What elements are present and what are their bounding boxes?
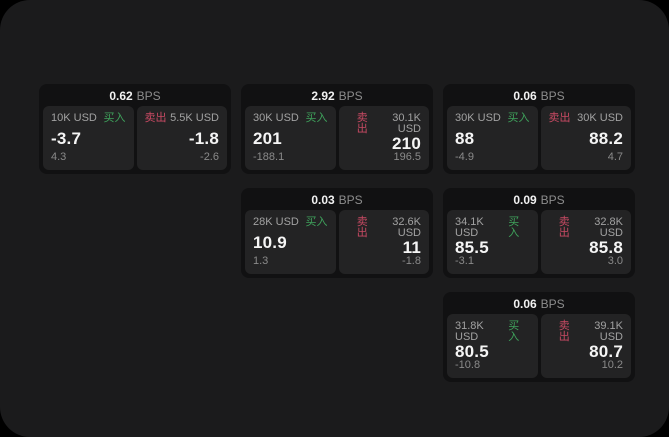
buy-price: 85.5 [455,238,489,257]
buy-price: 88 [455,128,475,148]
bps-value: 0.62 [109,88,133,103]
buy-price: -3.7 [51,128,82,148]
sell-side-label: 卖出 [356,216,368,239]
bps-unit: BPS [338,192,363,207]
buy-price: 201 [253,128,282,148]
bps-header: 0.09 BPS [443,188,635,210]
sell-change: -2.6 [200,151,219,163]
sell-change: -1.8 [402,255,421,267]
bps-unit: BPS [136,88,161,103]
buy-change: -10.8 [455,359,481,371]
buy-panel[interactable]: 30K USD 买入 201 -188.1 [245,106,336,170]
bps-unit: BPS [338,88,363,103]
sell-panel[interactable]: 卖出 32.8K USD 85.8 3.0 [540,210,631,274]
sell-notional: 5.5K USD [170,112,219,124]
bps-unit: BPS [540,88,565,103]
quote-card: 0.06 BPS 31.8K USD 买入 80.5 -10.8 卖出 39.1… [443,292,635,382]
quote-card: 0.06 BPS 30K USD 买入 88 -4.9 卖出 30K USD 8… [443,84,635,174]
sell-side-label: 卖出 [558,216,570,239]
sell-notional: 30.1K USD [392,112,421,135]
buy-panel[interactable]: 30K USD 买入 88 -4.9 [447,106,538,170]
sell-change: 3.0 [607,255,623,267]
sell-panel[interactable]: 卖出 32.6K USD 11 -1.8 [338,210,429,274]
buy-change: 1.3 [253,255,269,267]
buy-price: 80.5 [455,342,489,361]
sell-price: 80.7 [589,342,623,361]
sell-price: 11 [402,238,421,257]
bps-header: 0.03 BPS [241,188,433,210]
bps-value: 0.03 [311,192,335,207]
sell-side-label: 卖出 [144,112,167,124]
buy-notional: 30K USD [455,112,501,124]
sell-notional: 39.1K USD [594,320,623,343]
sell-change: 196.5 [393,151,421,163]
buy-price: 10.9 [253,232,287,252]
sell-side-label: 卖出 [558,320,570,343]
bps-unit: BPS [540,192,565,207]
bps-value: 0.06 [513,88,537,103]
buy-notional: 34.1K USD [455,216,484,239]
buy-change: 4.3 [51,151,67,163]
buy-change: -4.9 [455,151,474,163]
bps-header: 2.92 BPS [241,84,433,106]
sell-notional: 32.8K USD [594,216,623,239]
sell-side-label: 卖出 [356,112,368,135]
buy-side-label: 买入 [103,112,126,124]
bps-value: 0.06 [513,296,537,311]
sell-notional: 32.6K USD [392,216,421,239]
quote-card-body: 31.8K USD 买入 80.5 -10.8 卖出 39.1K USD 80.… [443,314,635,382]
buy-panel[interactable]: 10K USD 买入 -3.7 4.3 [43,106,134,170]
bps-value: 2.92 [311,88,335,103]
quote-card-body: 30K USD 买入 201 -188.1 卖出 30.1K USD 210 1… [241,106,433,174]
quote-card-body: 10K USD 买入 -3.7 4.3 卖出 5.5K USD -1.8 -2.… [39,106,231,174]
bps-header: 0.06 BPS [443,84,635,106]
sell-price: 88.2 [589,128,623,148]
buy-panel[interactable]: 31.8K USD 买入 80.5 -10.8 [447,314,538,378]
buy-change: -188.1 [253,151,285,163]
buy-side-label: 买入 [305,216,328,228]
quote-card: 2.92 BPS 30K USD 买入 201 -188.1 卖出 30.1K … [241,84,433,174]
quote-card: 0.09 BPS 34.1K USD 买入 85.5 -3.1 卖出 32.8K… [443,188,635,278]
quote-card: 0.03 BPS 28K USD 买入 10.9 1.3 卖出 32.6K US… [241,188,433,278]
buy-side-label: 买入 [507,112,530,124]
buy-side-label: 买入 [508,216,520,239]
sell-price: -1.8 [188,128,219,148]
buy-change: -3.1 [455,255,474,267]
sell-price: 210 [392,134,421,153]
sell-panel[interactable]: 卖出 30K USD 88.2 4.7 [540,106,631,170]
bps-header: 0.06 BPS [443,292,635,314]
buy-notional: 28K USD [253,216,299,228]
quote-card: 0.62 BPS 10K USD 买入 -3.7 4.3 卖出 5.5K USD… [39,84,231,174]
buy-notional: 30K USD [253,112,299,124]
sell-notional: 30K USD [577,112,623,124]
bps-value: 0.09 [513,192,537,207]
quote-card-body: 28K USD 买入 10.9 1.3 卖出 32.6K USD 11 -1.8 [241,210,433,278]
sell-side-label: 卖出 [548,112,571,124]
sell-panel[interactable]: 卖出 5.5K USD -1.8 -2.6 [136,106,227,170]
bps-header: 0.62 BPS [39,84,231,106]
sell-change: 4.7 [607,151,623,163]
sell-change: 10.2 [601,359,623,371]
buy-notional: 10K USD [51,112,97,124]
sell-price: 85.8 [589,238,623,257]
buy-side-label: 买入 [508,320,520,343]
quote-card-body: 34.1K USD 买入 85.5 -3.1 卖出 32.8K USD 85.8… [443,210,635,278]
buy-panel[interactable]: 34.1K USD 买入 85.5 -3.1 [447,210,538,274]
buy-notional: 31.8K USD [455,320,484,343]
quote-card-body: 30K USD 买入 88 -4.9 卖出 30K USD 88.2 4.7 [443,106,635,174]
sell-panel[interactable]: 卖出 39.1K USD 80.7 10.2 [540,314,631,378]
sell-panel[interactable]: 卖出 30.1K USD 210 196.5 [338,106,429,170]
buy-panel[interactable]: 28K USD 买入 10.9 1.3 [245,210,336,274]
buy-side-label: 买入 [305,112,328,124]
bps-unit: BPS [540,296,565,311]
